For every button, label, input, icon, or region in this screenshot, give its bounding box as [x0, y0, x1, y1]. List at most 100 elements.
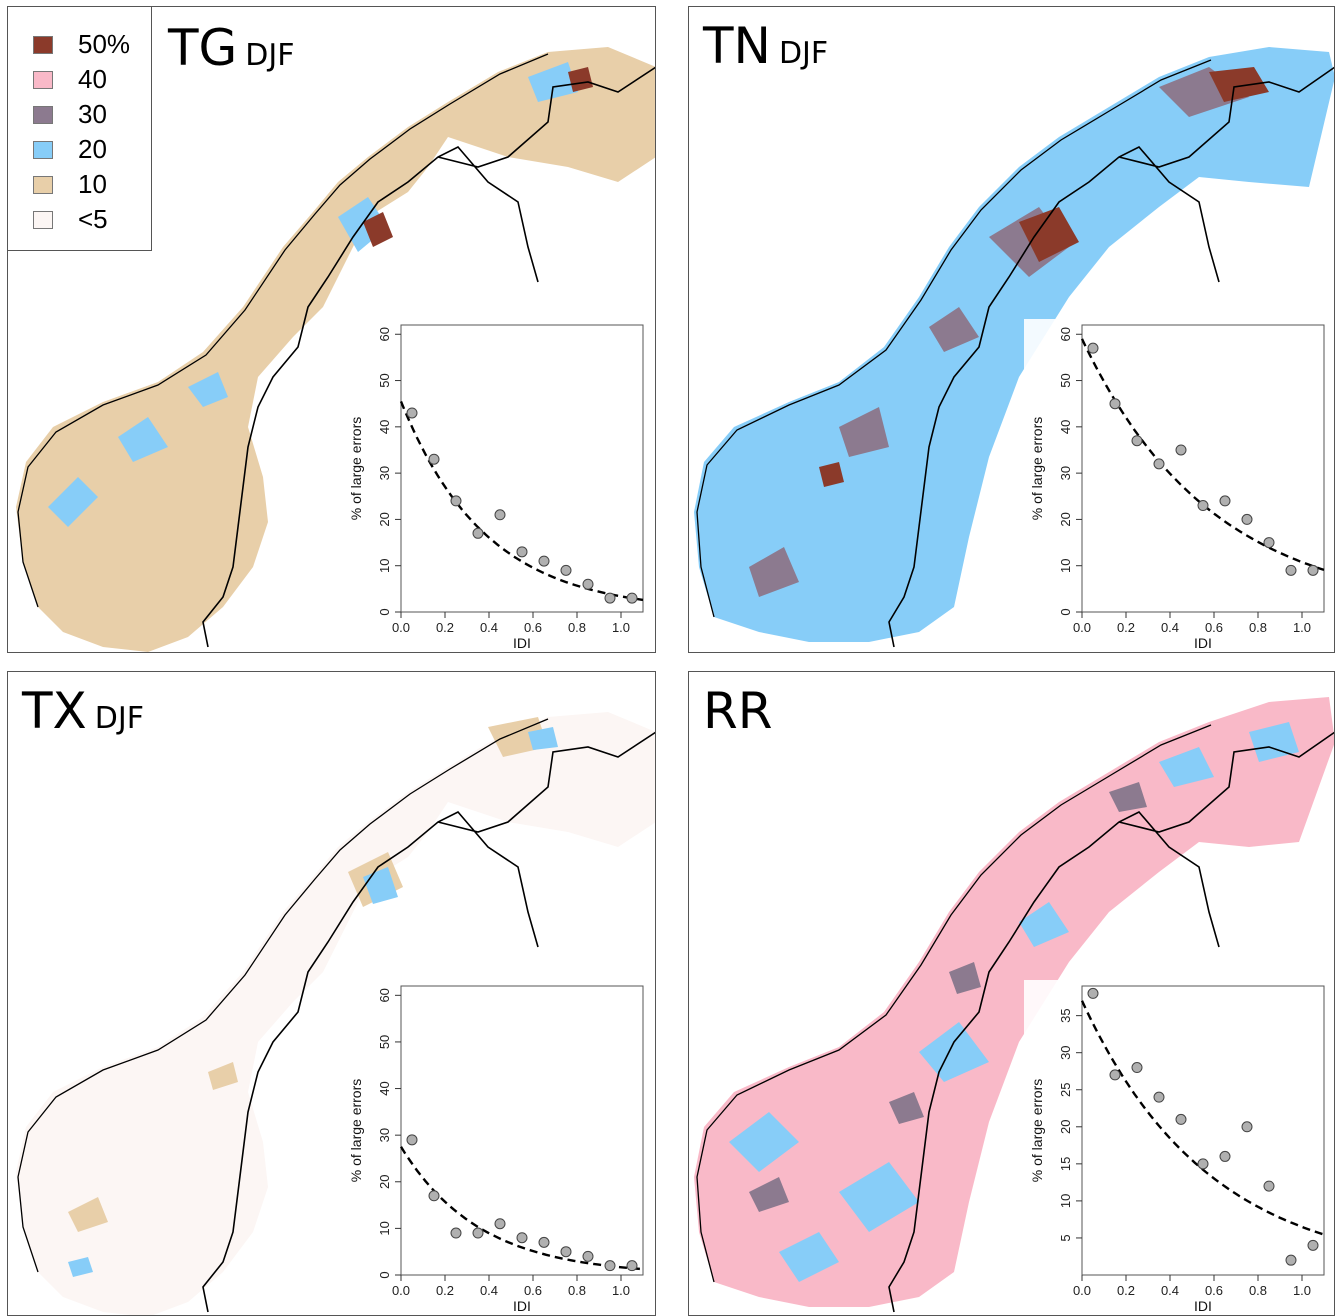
x-tick-label: 0.6 [524, 620, 542, 635]
fit-curve [399, 400, 644, 602]
y-tick-label: 15 [1058, 1157, 1073, 1171]
data-point [1087, 987, 1099, 999]
coastline [696, 724, 1212, 1283]
panel-title: TN DJF [703, 17, 829, 75]
y-tick-label: 20 [1058, 1120, 1073, 1134]
fit-curve [399, 1146, 644, 1271]
x-tick-label: 0.8 [1249, 1283, 1267, 1298]
y-axis-label: % of large errors [1029, 417, 1045, 520]
x-tick-label: 0.4 [480, 620, 498, 635]
data-point [1241, 513, 1253, 525]
legend-swatch [33, 140, 53, 159]
y-tick-label: 10 [1058, 1194, 1073, 1208]
x-tick-label: 0.0 [392, 620, 410, 635]
y-tick-label: 20 [1058, 512, 1073, 526]
inset-chart: 0.0 0.2 0.4 0.6 0.8 1.0 0 10 20 30 40 50 60 IDI % of l… [1024, 319, 1334, 652]
inset-background [1024, 319, 1334, 652]
panel-title: RR [703, 682, 773, 740]
data-point [1109, 398, 1121, 410]
map-norway [16, 47, 655, 652]
legend-item: 40 [8, 62, 151, 97]
y-tick-label: 0 [1058, 608, 1073, 615]
plot-frame [400, 324, 644, 613]
y-tick-label: 10 [377, 558, 392, 572]
map-panel-rr: RR 0.0 0.2 0.4 0.6 0.8 1.0 5 10 15 20 25 30 35 IDI % o… [688, 671, 1335, 1316]
map-panel-tg: TG DJF 50% 40 30 20 10 <5 0.0 0.2 0.4 0.6 0.8… [7, 6, 656, 653]
y-axis-label: % of large errors [348, 1079, 364, 1182]
x-tick-label: 1.0 [612, 1283, 630, 1298]
x-tick-label: 0.0 [392, 1283, 410, 1298]
x-axis-label: IDI [1194, 635, 1212, 651]
y-tick-label: 60 [377, 988, 392, 1002]
data-point [582, 1250, 594, 1262]
y-tick-label: 40 [377, 1081, 392, 1095]
data-point [1263, 1180, 1275, 1192]
y-tick-label: 30 [377, 1128, 392, 1142]
legend-swatch [33, 35, 53, 54]
x-tick-label: 0.8 [1249, 620, 1267, 635]
inset-chart: 0.0 0.2 0.4 0.6 0.8 1.0 5 10 15 20 25 30 35 IDI % of l… [1024, 980, 1334, 1315]
country-border [202, 731, 655, 1313]
legend-item: 10 [8, 167, 151, 202]
coastline [696, 59, 1212, 618]
x-tick-label: 0.2 [436, 620, 454, 635]
y-tick-label: 30 [1058, 466, 1073, 480]
legend-item: 30 [8, 97, 151, 132]
data-point [1285, 564, 1297, 576]
map-norway [694, 47, 1334, 648]
data-point [1175, 444, 1187, 456]
y-axis-label: % of large errors [1029, 1079, 1045, 1182]
data-point [472, 1227, 484, 1239]
data-point [1197, 500, 1209, 512]
data-point [604, 1260, 616, 1272]
data-point [560, 564, 572, 576]
plot-frame [1081, 985, 1325, 1276]
data-point [1153, 458, 1165, 470]
x-tick-label: 0.6 [1205, 1283, 1223, 1298]
data-point [494, 509, 506, 521]
x-tick-label: 1.0 [1293, 620, 1311, 635]
data-point [1175, 1113, 1187, 1125]
y-tick-label: 35 [1058, 1008, 1073, 1022]
data-point [538, 1236, 550, 1248]
inset-chart: 0.0 0.2 0.4 0.6 0.8 1.0 0 10 20 30 40 50 60 IDI % of l… [343, 319, 653, 652]
data-point [560, 1246, 572, 1258]
y-tick-label: 60 [377, 327, 392, 341]
coastline [17, 718, 549, 1273]
data-point [1263, 537, 1275, 549]
x-tick-label: 0.6 [1205, 620, 1223, 635]
data-point [1197, 1158, 1209, 1170]
data-point [406, 1134, 418, 1146]
data-point [1307, 564, 1319, 576]
panel-title: TX DJF [22, 682, 145, 740]
country-border [888, 66, 1334, 648]
data-point [582, 578, 594, 590]
country-border [202, 66, 655, 648]
x-tick-label: 0.8 [568, 620, 586, 635]
x-tick-label: 1.0 [612, 620, 630, 635]
norway-landmass [694, 47, 1334, 642]
data-point [406, 407, 418, 419]
x-tick-label: 0.4 [1161, 620, 1179, 635]
data-point [1131, 435, 1143, 447]
data-point [538, 555, 550, 567]
data-point [428, 1190, 440, 1202]
y-tick-label: 10 [1058, 558, 1073, 572]
y-tick-label: 30 [377, 466, 392, 480]
data-point [1109, 1069, 1121, 1081]
data-point [1307, 1239, 1319, 1251]
data-point [516, 1232, 528, 1244]
data-point [428, 453, 440, 465]
data-point [1131, 1062, 1143, 1074]
legend-swatch [33, 70, 53, 89]
data-point [1285, 1254, 1297, 1266]
y-tick-label: 5 [1058, 1234, 1073, 1241]
legend-swatch [33, 175, 53, 194]
data-point [516, 546, 528, 558]
x-axis-label: IDI [513, 1298, 531, 1314]
y-tick-label: 60 [1058, 327, 1073, 341]
inset-background [343, 980, 653, 1315]
x-tick-label: 0.8 [568, 1283, 586, 1298]
hot-patches [363, 67, 593, 247]
data-point [626, 1260, 638, 1272]
